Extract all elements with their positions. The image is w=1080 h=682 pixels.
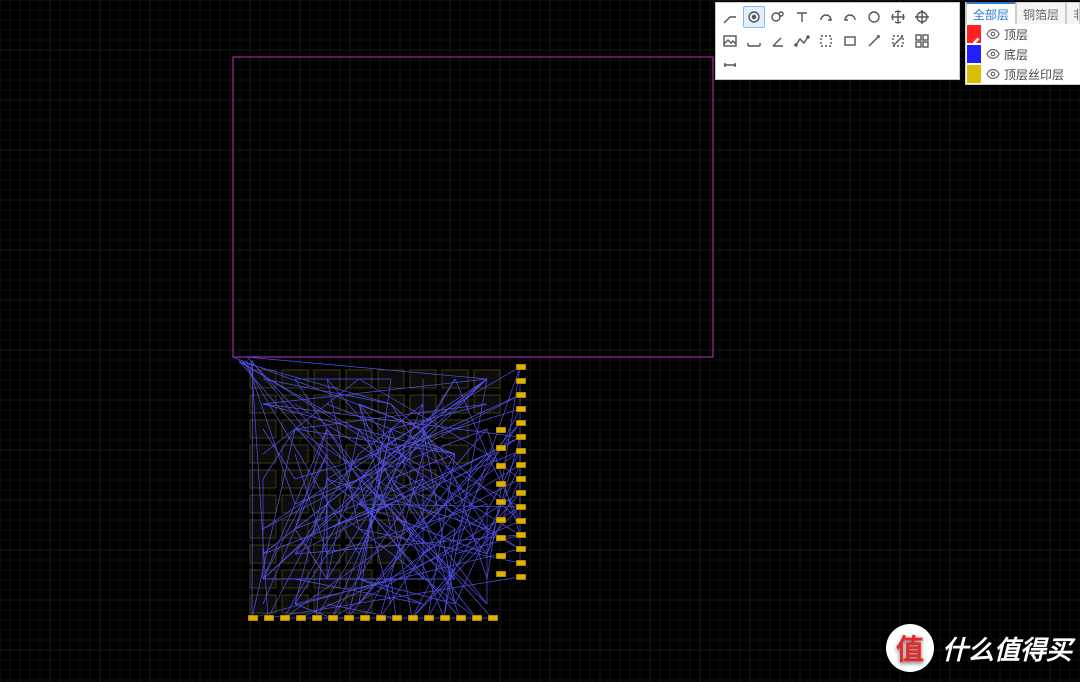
layer-swatch (967, 45, 981, 63)
watermark-badge: 值 (886, 624, 934, 672)
tool-pad[interactable] (743, 6, 765, 28)
polyline-icon (794, 33, 810, 49)
dimension-icon (722, 57, 738, 73)
tool-track[interactable] (719, 6, 741, 28)
watermark: 值 什么值得买 (886, 624, 1072, 672)
tool-measure[interactable] (863, 30, 885, 52)
origin-icon (914, 9, 930, 25)
tool-origin[interactable] (911, 6, 933, 28)
arc-ccw-icon (842, 9, 858, 25)
tool-rect[interactable] (839, 30, 861, 52)
tool-line[interactable] (743, 30, 765, 52)
pad-icon (746, 9, 762, 25)
tool-array[interactable] (911, 30, 933, 52)
image-icon (722, 33, 738, 49)
tool-keepout[interactable] (887, 30, 909, 52)
tool-via[interactable] (767, 6, 789, 28)
layer-panel: 全部层铜箔层非 顶层底层顶层丝印层 (965, 2, 1080, 85)
tool-arc-cw[interactable] (815, 6, 837, 28)
layer-swatch (967, 25, 981, 43)
tool-region[interactable] (815, 30, 837, 52)
layer-label: 顶层丝印层 (1004, 66, 1080, 83)
angle-icon (770, 33, 786, 49)
tool-image[interactable] (719, 30, 741, 52)
tool-arc-ccw[interactable] (839, 6, 861, 28)
tool-polyline[interactable] (791, 30, 813, 52)
tool-text[interactable] (791, 6, 813, 28)
text-icon (794, 9, 810, 25)
tool-circle[interactable] (863, 6, 885, 28)
layer-row-bottom[interactable]: 底层 (966, 44, 1080, 64)
region-icon (818, 33, 834, 49)
layer-tab-all[interactable]: 全部层 (966, 2, 1016, 24)
watermark-text: 什么值得买 (942, 630, 1072, 667)
layer-row-top[interactable]: 顶层 (966, 24, 1080, 44)
layer-row-top-silk[interactable]: 顶层丝印层 (966, 64, 1080, 84)
pan-icon (890, 9, 906, 25)
visibility-eye-icon[interactable] (985, 27, 1001, 41)
layer-label: 底层 (1004, 46, 1080, 63)
visibility-eye-icon[interactable] (985, 47, 1001, 61)
measure-icon (866, 33, 882, 49)
line-icon (746, 33, 762, 49)
layer-label: 顶层 (1004, 26, 1080, 43)
array-icon (914, 33, 930, 49)
layer-tabs: 全部层铜箔层非 (966, 2, 1080, 24)
drawing-toolbar (715, 2, 960, 80)
via-icon (770, 9, 786, 25)
tool-dimension[interactable] (719, 54, 741, 76)
rect-icon (842, 33, 858, 49)
track-icon (722, 9, 738, 25)
visibility-eye-icon[interactable] (985, 67, 1001, 81)
tool-angle[interactable] (767, 30, 789, 52)
layer-list: 顶层底层顶层丝印层 (966, 24, 1080, 84)
layer-tab-copper[interactable]: 铜箔层 (1016, 2, 1066, 24)
layer-swatch (967, 65, 981, 83)
circle-icon (866, 9, 882, 25)
keepout-icon (890, 33, 906, 49)
arc-cw-icon (818, 9, 834, 25)
layer-tab-more[interactable]: 非 (1066, 2, 1080, 24)
tool-pan[interactable] (887, 6, 909, 28)
pcb-canvas[interactable] (0, 0, 1080, 682)
